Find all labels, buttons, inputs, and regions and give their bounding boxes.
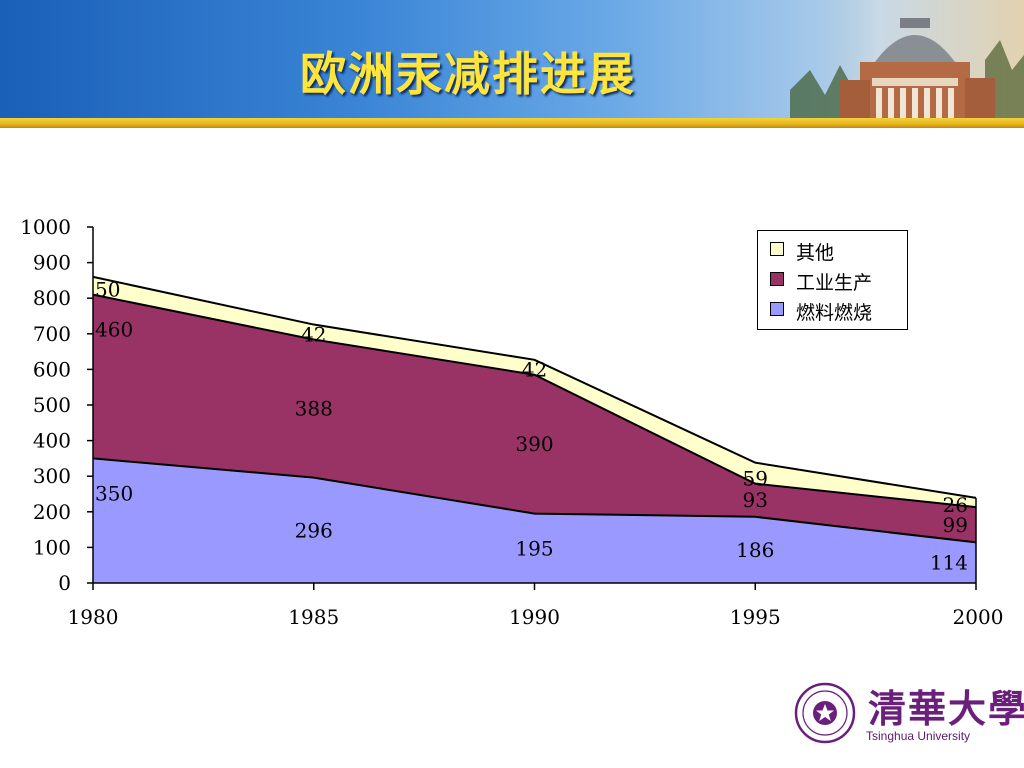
area-other	[93, 276, 976, 508]
y-tick-label: 800	[33, 286, 71, 310]
legend-label-fuel: 燃料燃烧	[796, 302, 873, 324]
data-label-industry: 99	[943, 513, 968, 537]
chart-areas	[92, 275, 977, 583]
data-label-fuel: 350	[95, 481, 133, 505]
legend-label-industry: 工业生产	[796, 272, 873, 294]
data-label-industry: 388	[295, 397, 333, 421]
data-label-other: 50	[95, 278, 120, 302]
area-fuel	[93, 458, 976, 583]
y-tick-label: 0	[58, 571, 71, 595]
x-tick-labels: 1980 1985 1990 1995 2000	[68, 605, 1004, 629]
area-border-other	[92, 275, 977, 499]
x-tick-label: 1995	[730, 605, 781, 629]
y-tick-label: 700	[33, 322, 71, 346]
legend-label-other: 其他	[796, 242, 835, 264]
area-border-industry	[92, 293, 977, 509]
tsinghua-logo-english: Tsinghua University	[866, 729, 971, 743]
y-tick-label: 900	[33, 251, 71, 275]
legend-swatch-industry	[770, 272, 784, 286]
data-label-industry: 93	[743, 488, 768, 512]
y-tick-labels: 0 100 200 300 400 500 600 700 800 900 1000	[20, 215, 71, 595]
legend-swatch-other	[770, 242, 784, 256]
tsinghua-logo-chinese: 清華大學	[868, 686, 1024, 731]
data-labels: 350 296 195 186 114 460 388 390 93 99 50 42 42 59 26	[95, 278, 968, 575]
data-label-other: 59	[743, 467, 768, 491]
x-tick-label: 1985	[288, 605, 339, 629]
y-tick-label: 200	[33, 500, 71, 524]
x-tick-label: 1990	[509, 605, 560, 629]
slide-title: 欧洲汞减排进展	[300, 47, 636, 101]
data-label-other: 42	[522, 358, 547, 382]
header-banner: 欧洲汞减排进展	[0, 0, 1024, 118]
data-label-other: 42	[301, 322, 326, 346]
data-label-fuel: 114	[930, 551, 968, 575]
data-label-fuel: 296	[295, 518, 333, 542]
campus-building-image	[780, 0, 1024, 118]
y-tick-label: 400	[33, 429, 71, 453]
data-label-industry: 390	[515, 432, 553, 456]
x-tick-label: 2000	[953, 605, 1004, 629]
y-tick-label: 600	[33, 357, 71, 381]
y-tick-label: 1000	[20, 215, 71, 239]
area-industry	[93, 294, 976, 543]
y-tick-label: 500	[33, 393, 71, 417]
data-label-industry: 460	[95, 318, 133, 342]
y-tick-label: 300	[33, 464, 71, 488]
chart-axes	[87, 226, 977, 590]
data-label-other: 26	[943, 493, 968, 517]
tsinghua-seal-icon	[794, 682, 856, 744]
area-border-fuel	[92, 457, 977, 544]
header-stripe	[0, 118, 1024, 128]
data-label-fuel: 186	[736, 538, 774, 562]
chart-legend: 其他 工业生产 燃料燃烧	[757, 230, 908, 330]
data-label-fuel: 195	[515, 536, 553, 560]
x-tick-label: 1980	[68, 605, 119, 629]
legend-swatch-fuel	[770, 302, 784, 316]
y-tick-label: 100	[33, 535, 71, 559]
